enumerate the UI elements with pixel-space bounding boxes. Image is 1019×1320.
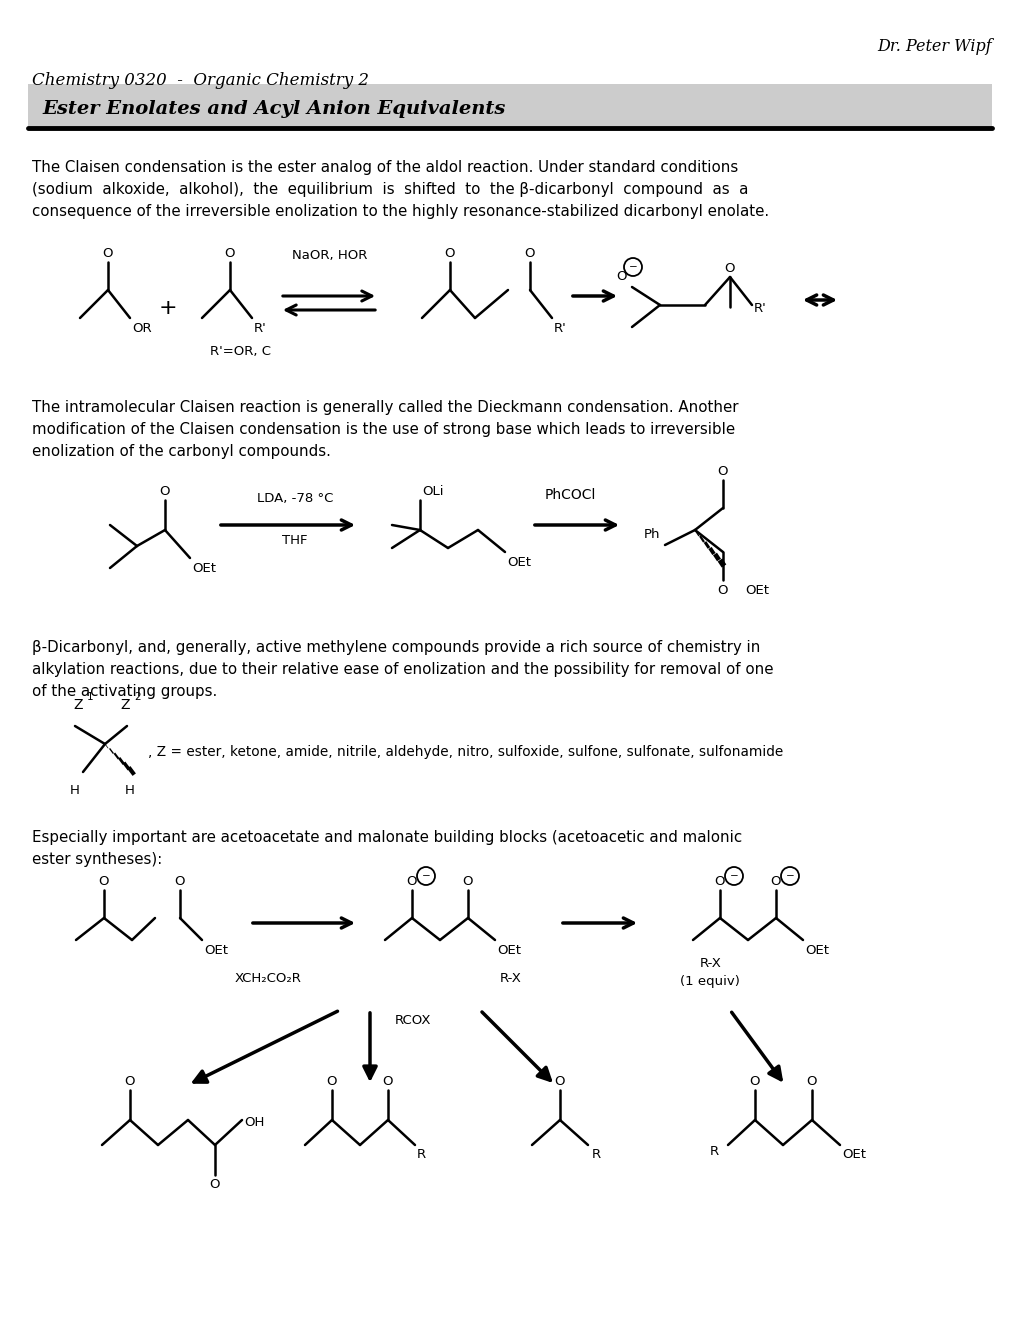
Text: Z: Z	[120, 698, 129, 711]
Text: −: −	[729, 871, 738, 880]
Text: OEt: OEt	[204, 944, 228, 957]
Text: O: O	[524, 247, 535, 260]
Text: R'=OR, C: R'=OR, C	[210, 345, 271, 358]
Text: O: O	[749, 1074, 759, 1088]
Text: (sodium  alkoxide,  alkohol),  the  equilibrium  is  shifted  to  the β-dicarbon: (sodium alkoxide, alkohol), the equilibr…	[32, 182, 748, 197]
Text: R': R'	[553, 322, 567, 335]
Text: O: O	[717, 465, 728, 478]
Text: consequence of the irreversible enolization to the highly resonance-stabilized d: consequence of the irreversible enolizat…	[32, 205, 768, 219]
Text: OEt: OEt	[192, 562, 216, 576]
Text: H: H	[70, 784, 79, 797]
Text: O: O	[99, 875, 109, 888]
Text: RCOX: RCOX	[394, 1014, 431, 1027]
Text: OEt: OEt	[496, 944, 521, 957]
Text: OEt: OEt	[841, 1148, 865, 1162]
Text: 2: 2	[133, 692, 141, 702]
Text: R: R	[709, 1144, 718, 1158]
Text: O: O	[717, 583, 728, 597]
Text: O: O	[714, 875, 725, 888]
Text: Z: Z	[73, 698, 83, 711]
Text: OLi: OLi	[422, 484, 443, 498]
Text: R': R'	[254, 322, 267, 335]
Text: Chemistry 0320  -  Organic Chemistry 2: Chemistry 0320 - Organic Chemistry 2	[32, 73, 369, 88]
Text: −: −	[628, 261, 637, 272]
Text: , Z = ester, ketone, amide, nitrile, aldehyde, nitro, sulfoxide, sulfone, sulfon: , Z = ester, ketone, amide, nitrile, ald…	[148, 744, 783, 759]
Text: XCH₂CO₂R: XCH₂CO₂R	[234, 972, 302, 985]
Text: O: O	[210, 1177, 220, 1191]
Text: ester syntheses):: ester syntheses):	[32, 851, 162, 867]
Text: OR: OR	[131, 322, 152, 335]
Text: O: O	[770, 875, 781, 888]
Text: +: +	[159, 298, 177, 318]
Text: OEt: OEt	[804, 944, 828, 957]
Text: R-X: R-X	[699, 957, 721, 970]
Text: O: O	[103, 247, 113, 260]
Text: Ph: Ph	[643, 528, 659, 541]
Text: O: O	[806, 1074, 816, 1088]
Text: O: O	[616, 271, 627, 282]
Text: (1 equiv): (1 equiv)	[680, 975, 739, 987]
Text: O: O	[224, 247, 235, 260]
Text: modification of the Claisen condensation is the use of strong base which leads t: modification of the Claisen condensation…	[32, 422, 735, 437]
Text: O: O	[160, 484, 170, 498]
Text: PhCOCl: PhCOCl	[544, 488, 595, 502]
Text: β-Dicarbonyl, and, generally, active methylene compounds provide a rich source o: β-Dicarbonyl, and, generally, active met…	[32, 640, 759, 655]
Text: O: O	[382, 1074, 393, 1088]
Text: Especially important are acetoacetate and malonate building blocks (acetoacetic : Especially important are acetoacetate an…	[32, 830, 742, 845]
Text: O: O	[326, 1074, 337, 1088]
Text: H: H	[125, 784, 135, 797]
Text: O: O	[124, 1074, 136, 1088]
Text: R-X: R-X	[499, 972, 522, 985]
Text: −: −	[785, 871, 794, 880]
Text: 1: 1	[87, 692, 94, 702]
Text: OH: OH	[244, 1115, 264, 1129]
Text: R': R'	[753, 302, 766, 315]
Text: Ester Enolates and Acyl Anion Equivalents: Ester Enolates and Acyl Anion Equivalent…	[42, 100, 504, 117]
Text: The intramolecular Claisen reaction is generally called the Dieckmann condensati: The intramolecular Claisen reaction is g…	[32, 400, 738, 414]
Text: O: O	[407, 875, 417, 888]
Text: O: O	[174, 875, 185, 888]
Text: O: O	[554, 1074, 565, 1088]
Text: NaOR, HOR: NaOR, HOR	[292, 249, 367, 261]
Bar	[28, 84, 991, 128]
Text: −: −	[421, 871, 430, 880]
Text: LDA, -78 °C: LDA, -78 °C	[257, 492, 333, 506]
Text: OEt: OEt	[506, 556, 531, 569]
Text: OEt: OEt	[744, 583, 768, 597]
Text: of the activating groups.: of the activating groups.	[32, 684, 217, 700]
Text: The Claisen condensation is the ester analog of the aldol reaction. Under standa: The Claisen condensation is the ester an…	[32, 160, 738, 176]
Text: R: R	[417, 1148, 426, 1162]
Text: O: O	[725, 261, 735, 275]
Text: Dr. Peter Wipf: Dr. Peter Wipf	[876, 38, 991, 55]
Text: R: R	[591, 1148, 600, 1162]
Text: O: O	[463, 875, 473, 888]
Text: THF: THF	[282, 535, 308, 546]
Text: alkylation reactions, due to their relative ease of enolization and the possibil: alkylation reactions, due to their relat…	[32, 663, 772, 677]
Text: enolization of the carbonyl compounds.: enolization of the carbonyl compounds.	[32, 444, 330, 459]
Text: O: O	[444, 247, 454, 260]
